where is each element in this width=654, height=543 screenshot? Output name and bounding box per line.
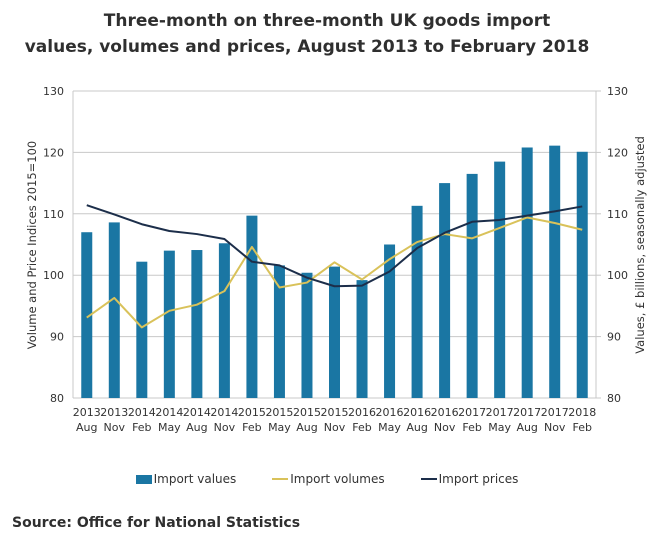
chart-title-line1: Three-month on three-month UK goods impo… — [103, 11, 551, 31]
left-axis-title: Volume and Price Indices 2015=100 — [25, 141, 39, 350]
legend-label: Import values — [153, 472, 237, 486]
x-tick-year: 2018 — [568, 406, 596, 419]
x-tick-year: 2016 — [348, 406, 376, 419]
x-tick-month: Nov — [214, 421, 236, 434]
legend-item-import-values[interactable]: Import values — [135, 472, 237, 486]
x-tick-year: 2014 — [128, 406, 156, 419]
legend-item-import-volumes[interactable]: Import volumes — [272, 472, 385, 486]
x-tick-month: May — [488, 421, 511, 434]
x-tick-year: 2014 — [183, 406, 211, 419]
x-tick-year: 2013 — [100, 406, 128, 419]
line-import-volumes[interactable] — [86, 216, 583, 329]
bar-import-values[interactable] — [521, 147, 533, 398]
x-tick-month: May — [158, 421, 181, 434]
left-tick-label: 100 — [43, 269, 64, 282]
bars-import-values — [81, 145, 588, 399]
source-note: Source: Office for National Statistics — [12, 515, 301, 531]
x-tick-month: Aug — [516, 421, 537, 434]
bar-import-values[interactable] — [356, 280, 368, 398]
left-tick-label: 130 — [43, 85, 64, 98]
bar-import-values[interactable] — [246, 215, 258, 398]
x-axis-labels: 2013Aug2013Nov2014Feb2014May2014Aug2014N… — [73, 406, 596, 434]
legend-label: Import prices — [438, 472, 519, 486]
right-axis-ticks: 80 90 100 110 120 130 — [596, 85, 628, 405]
bar-import-values[interactable] — [576, 151, 588, 398]
x-tick-year: 2014 — [210, 406, 238, 419]
legend-swatch-line — [272, 478, 289, 480]
legend-swatch-bar — [135, 474, 152, 484]
x-tick-year: 2016 — [376, 406, 404, 419]
bar-import-values[interactable] — [549, 145, 561, 398]
left-tick-label: 110 — [43, 208, 64, 221]
x-tick-year: 2015 — [293, 406, 321, 419]
right-tick-label: 100 — [607, 269, 628, 282]
right-axis-title: Values, £ billions, seasonally adjusted — [633, 136, 647, 354]
x-tick-year: 2014 — [155, 406, 183, 419]
bar-import-values[interactable] — [108, 222, 120, 398]
x-tick-month: Feb — [132, 421, 151, 434]
bar-import-values[interactable] — [494, 161, 506, 398]
x-tick-year: 2015 — [265, 406, 293, 419]
x-tick-month: Aug — [406, 421, 427, 434]
legend-label: Import volumes — [290, 472, 385, 486]
x-tick-year: 2016 — [431, 406, 459, 419]
line-import-prices[interactable] — [86, 204, 583, 288]
bar-import-values[interactable] — [218, 243, 230, 398]
x-tick-year: 2015 — [321, 406, 349, 419]
x-tick-month: Nov — [104, 421, 126, 434]
right-tick-label: 90 — [607, 331, 621, 344]
x-tick-month: Feb — [242, 421, 261, 434]
x-tick-month: Feb — [462, 421, 481, 434]
chart-title-line2: values, volumes and prices, August 2013 … — [24, 37, 590, 57]
x-tick-month: Aug — [296, 421, 317, 434]
legend-swatch-line — [420, 478, 437, 480]
bar-import-values[interactable] — [329, 266, 340, 398]
x-tick-year: 2017 — [458, 406, 486, 419]
x-tick-year: 2017 — [541, 406, 569, 419]
x-tick-month: Feb — [572, 421, 591, 434]
left-tick-label: 90 — [50, 331, 64, 344]
x-tick-month: Feb — [352, 421, 371, 434]
bar-import-values[interactable] — [466, 173, 478, 398]
right-tick-label: 80 — [607, 392, 621, 405]
bar-import-values[interactable] — [273, 265, 285, 398]
chart-title: Three-month on three-month UK goods impo… — [0, 8, 654, 60]
legend: Import values Import volumes Import pric… — [0, 472, 654, 486]
x-tick-month: Nov — [324, 421, 346, 434]
x-tick-month: Aug — [186, 421, 207, 434]
left-tick-label: 80 — [50, 392, 64, 405]
right-tick-label: 130 — [607, 85, 628, 98]
left-tick-label: 120 — [43, 146, 64, 159]
x-tick-month: May — [268, 421, 291, 434]
x-tick-month: Nov — [544, 421, 566, 434]
x-tick-year: 2016 — [403, 406, 431, 419]
left-axis-ticks: 80 90 100 110 120 130 — [43, 85, 64, 405]
x-tick-year: 2013 — [73, 406, 101, 419]
x-tick-month: Aug — [76, 421, 97, 434]
gridlines — [72, 90, 597, 399]
right-tick-label: 110 — [607, 208, 628, 221]
lines — [86, 204, 583, 329]
bar-import-values[interactable] — [191, 250, 203, 398]
x-tick-year: 2017 — [513, 406, 541, 419]
bar-import-values[interactable] — [439, 183, 451, 398]
x-tick-year: 2015 — [238, 406, 266, 419]
bar-import-values[interactable] — [384, 244, 396, 399]
x-tick-month: Nov — [434, 421, 456, 434]
bar-import-values[interactable] — [136, 261, 148, 398]
x-tick-month: May — [378, 421, 401, 434]
bar-import-values[interactable] — [163, 250, 175, 398]
right-tick-label: 120 — [607, 146, 628, 159]
bar-import-values[interactable] — [411, 205, 423, 398]
bar-import-values[interactable] — [301, 272, 313, 398]
legend-item-import-prices[interactable]: Import prices — [420, 472, 519, 486]
bar-import-values[interactable] — [81, 232, 93, 398]
x-tick-year: 2017 — [486, 406, 514, 419]
